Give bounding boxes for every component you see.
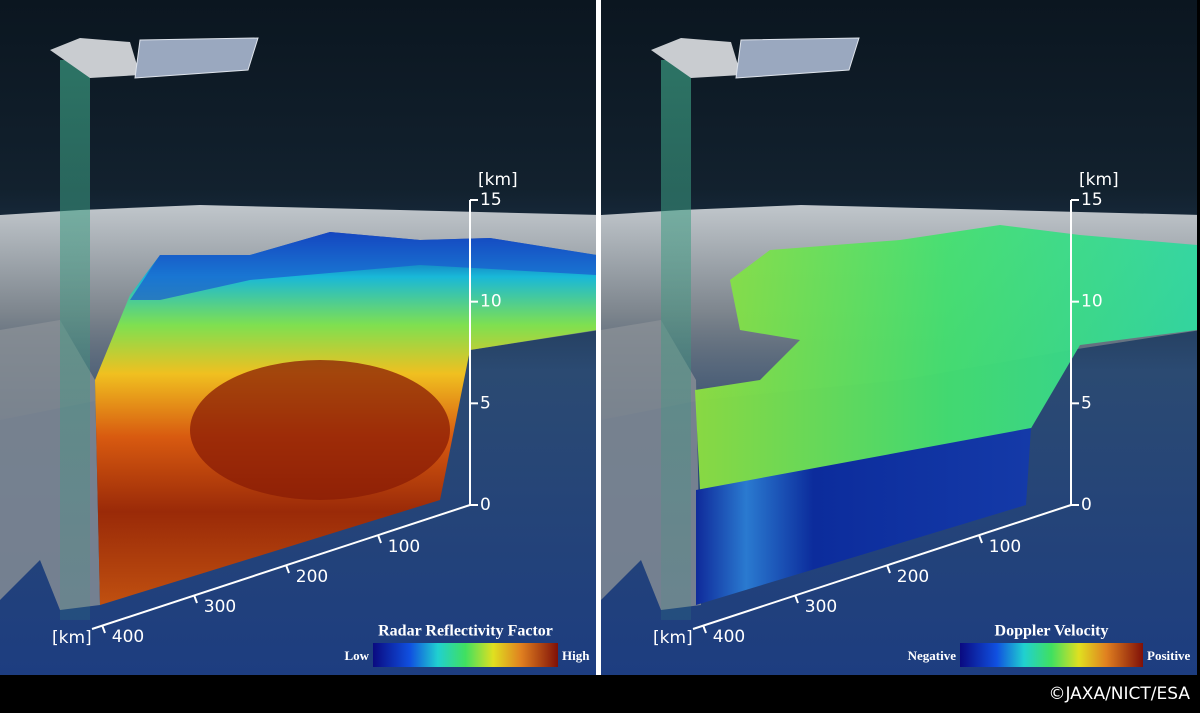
horizontal-axis: [692, 504, 1072, 630]
top-fringe: [130, 232, 596, 300]
horizontal-axis-unit: [km]: [653, 628, 693, 648]
horizontal-tick-label: 300: [805, 597, 837, 617]
scene: [601, 0, 1197, 675]
vertical-tick-label: 10: [480, 292, 502, 312]
horizontal-tick-label: 100: [989, 537, 1021, 557]
tick-mark: [101, 624, 106, 634]
colorbar: [960, 643, 1143, 667]
horizontal-tick-label: 400: [713, 627, 745, 647]
tick-mark: [978, 534, 983, 544]
solar-panel: [134, 37, 259, 79]
vertical-tick-label: 15: [480, 190, 502, 210]
colorbar: [373, 643, 558, 667]
horizontal-axis-unit: [km]: [52, 628, 92, 648]
beam: [60, 60, 90, 620]
satellite-body: [50, 38, 140, 78]
vertical-axis-unit: [km]: [478, 170, 518, 190]
horizontal-tick-label: 100: [388, 537, 420, 557]
colorbar-low-label: Negative: [908, 648, 957, 663]
vertical-tick-label: 5: [1081, 393, 1092, 413]
colorbar-title: Doppler Velocity: [995, 623, 1109, 640]
horizontal-tick-label: 200: [897, 567, 929, 587]
tick-mark: [794, 594, 799, 604]
credit: ©JAXA/NICT/ESA: [1048, 684, 1190, 704]
satellite-body: [651, 38, 741, 78]
colorbar-title: Radar Reflectivity Factor: [378, 623, 553, 640]
tick-mark: [377, 534, 382, 544]
vertical-axis-unit: [km]: [1079, 170, 1119, 190]
solar-panel: [735, 37, 860, 79]
tick-mark: [702, 624, 707, 634]
horizontal-tick-label: 200: [296, 567, 328, 587]
vertical-tick-label: 5: [480, 393, 491, 413]
vertical-tick-label: 0: [1081, 495, 1092, 515]
horizontal-tick-label: 400: [112, 627, 144, 647]
colorbar-low-label: Low: [344, 648, 369, 663]
horizontal-axis: [91, 504, 471, 630]
vertical-tick-label: 10: [1081, 292, 1103, 312]
core: [190, 360, 450, 500]
colorbar-high-label: Positive: [1147, 648, 1191, 663]
tick-mark: [193, 594, 198, 604]
tick-mark: [285, 564, 290, 574]
vertical-tick-label: 0: [480, 495, 491, 515]
divider: [596, 0, 601, 675]
colorbar-high-label: High: [562, 648, 590, 663]
vertical-tick-label: 15: [1081, 190, 1103, 210]
horizontal-tick-label: 300: [204, 597, 236, 617]
beam: [661, 60, 691, 620]
tick-mark: [886, 564, 891, 574]
velocity-lower: [696, 428, 1031, 605]
